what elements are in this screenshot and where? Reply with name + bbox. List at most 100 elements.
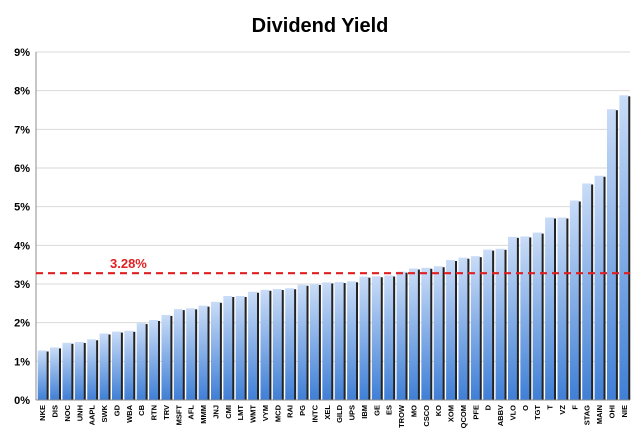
x-tick-label: NIE <box>620 405 629 418</box>
bar <box>495 248 507 400</box>
bar <box>507 236 519 400</box>
x-tick-label: IBM <box>360 405 369 419</box>
bar <box>309 284 321 400</box>
x-tick-label: PFE <box>471 405 480 420</box>
bar <box>557 217 569 400</box>
bar <box>384 275 396 400</box>
x-tick-label: OHI <box>607 405 616 418</box>
bar <box>149 319 161 400</box>
y-tick-label: 2% <box>14 318 30 330</box>
x-tick-label: UPS <box>348 405 357 420</box>
y-tick-label: 4% <box>14 240 30 252</box>
y-tick-label: 7% <box>14 124 30 136</box>
bar <box>569 200 581 400</box>
bar <box>470 256 482 400</box>
bar <box>50 347 62 400</box>
bar <box>359 276 371 400</box>
bar <box>594 175 606 400</box>
x-tick-label: CSCO <box>422 405 431 427</box>
bar <box>111 331 123 400</box>
bar <box>483 249 495 400</box>
bar <box>74 342 86 400</box>
x-tick-label: GILD <box>335 404 344 422</box>
bar <box>99 333 111 400</box>
y-tick-label: 0% <box>14 395 30 407</box>
bar <box>446 260 458 400</box>
bar <box>520 236 532 400</box>
x-tick-label: LMT <box>236 405 245 421</box>
chart-title: Dividend Yield <box>252 15 389 37</box>
x-tick-label: TROW <box>397 404 406 428</box>
x-tick-label: XEL <box>323 405 332 420</box>
x-tick-label: RTN <box>150 405 159 420</box>
x-tick-label: QCOM <box>459 405 468 428</box>
bar <box>173 309 185 400</box>
y-tick-label: 8% <box>14 86 30 98</box>
x-tick-label: VZ <box>558 405 567 415</box>
x-tick-label: O <box>521 405 530 411</box>
bar <box>408 268 420 400</box>
bar <box>260 289 272 400</box>
y-tick-label: 5% <box>14 202 30 214</box>
bar <box>606 109 618 400</box>
bar <box>223 295 235 400</box>
x-axis-ticks: NKE DIS NOC UNH AAPL SWK GD WBA CB RTN TRV MSFT AFL M… <box>38 404 629 428</box>
bar <box>619 95 631 400</box>
x-tick-label: F <box>570 405 579 410</box>
bar <box>124 330 136 400</box>
bar <box>161 314 173 400</box>
x-tick-label: TRV <box>162 405 171 420</box>
x-tick-label: NKE <box>38 405 47 421</box>
bar <box>371 276 383 400</box>
bar <box>532 232 544 400</box>
y-tick-label: 9% <box>14 47 30 59</box>
bar <box>582 183 594 400</box>
bar <box>334 282 346 400</box>
x-tick-label: MAIN <box>595 405 604 424</box>
x-tick-label: STAG <box>583 405 592 425</box>
x-tick-label: WMT <box>249 405 258 423</box>
bar <box>62 342 74 400</box>
bar <box>285 288 297 400</box>
bar <box>322 282 334 400</box>
bar <box>198 305 210 400</box>
x-tick-label: XOM <box>447 405 456 422</box>
bar <box>421 267 433 400</box>
bar <box>37 350 49 400</box>
x-tick-label: T <box>546 405 555 410</box>
x-tick-label: GE <box>372 405 381 416</box>
axes <box>35 52 630 401</box>
x-tick-label: AFL <box>187 405 196 420</box>
bar <box>235 295 247 400</box>
x-tick-label: RAI <box>286 405 295 418</box>
x-tick-label: TGT <box>533 405 542 420</box>
x-tick-label: INTC <box>310 404 319 422</box>
x-tick-label: NOC <box>63 404 72 421</box>
bar <box>272 289 284 400</box>
bar <box>248 291 260 400</box>
x-tick-label: ES <box>385 405 394 415</box>
bar <box>433 266 445 400</box>
x-tick-label: PG <box>298 405 307 416</box>
bar <box>545 217 557 400</box>
x-tick-label: SWK <box>100 404 109 422</box>
bars <box>37 95 631 400</box>
x-tick-label: MSFT <box>174 405 183 426</box>
x-tick-label: AAPL <box>88 405 97 426</box>
y-tick-label: 1% <box>14 356 30 368</box>
x-tick-label: VLO <box>508 405 517 421</box>
x-tick-label: CMI <box>224 405 233 419</box>
bar <box>136 323 148 400</box>
bar <box>396 271 408 400</box>
x-tick-label: WBA <box>125 404 134 422</box>
bar <box>87 339 99 400</box>
x-tick-label: MMM <box>199 405 208 424</box>
bar <box>347 281 359 400</box>
x-tick-label: KO <box>434 405 443 416</box>
x-tick-label: MCD <box>273 404 282 422</box>
x-tick-label: JNJ <box>211 405 220 419</box>
x-tick-label: GD <box>112 404 121 416</box>
x-tick-label: VYM <box>261 405 270 421</box>
